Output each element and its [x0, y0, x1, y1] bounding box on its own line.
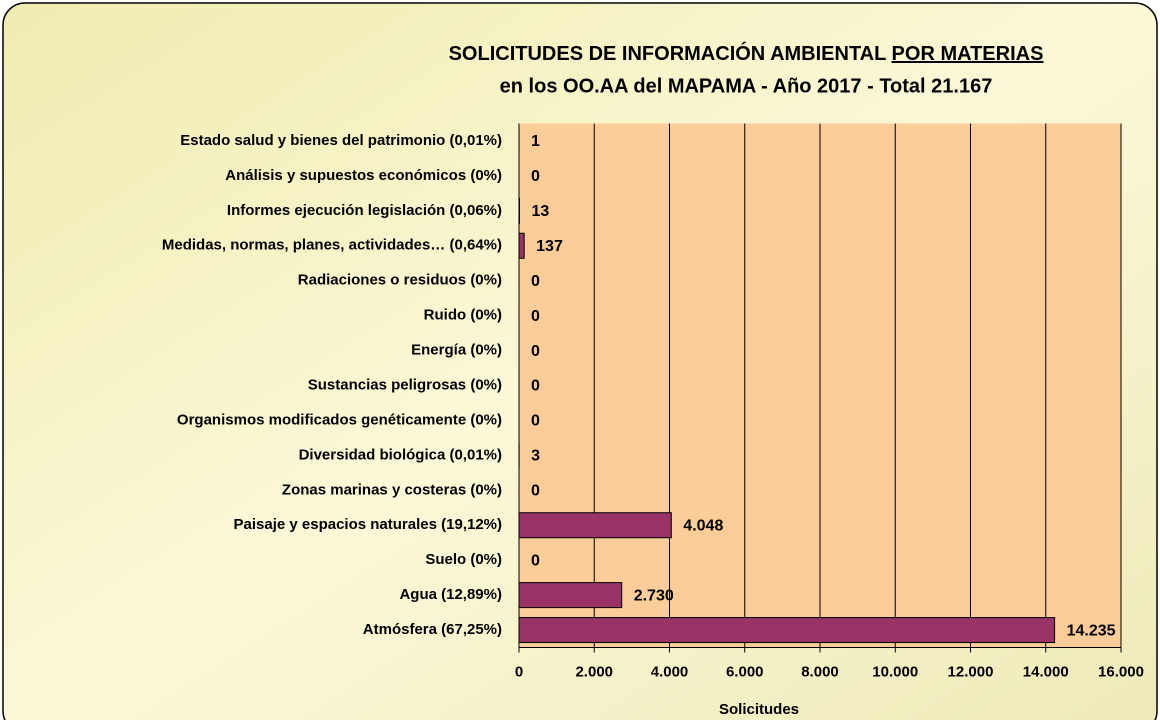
y-tick-label: Suelo (0%): [425, 551, 502, 568]
bar: [518, 582, 623, 609]
y-tick-label: Zonas marinas y costeras (0%): [282, 481, 502, 498]
x-axis-title: Solicitudes: [719, 701, 799, 718]
value-label: 0: [531, 413, 540, 430]
bar: [518, 232, 525, 259]
y-tick-label: Radiaciones o residuos (0%): [298, 272, 502, 289]
y-tick-label: Organismos modificados genéticamente (0%…: [177, 411, 502, 428]
y-tick-label: Diversidad biológica (0,01%): [299, 446, 502, 463]
x-tick-label: 2.000: [575, 663, 613, 680]
chart-title: SOLICITUDES DE INFORMACIÓN AMBIENTAL POR…: [449, 41, 1044, 65]
y-tick-label: Estado salud y bienes del patrimonio (0,…: [180, 132, 502, 149]
y-tick-label: Informes ejecución legislación (0,06%): [227, 202, 502, 219]
chart-subtitle: en los OO.AA del MAPAMA - Año 2017 - Tot…: [500, 75, 993, 97]
value-label: 0: [531, 308, 540, 325]
x-tick-label: 8.000: [801, 663, 839, 680]
value-label: 0: [531, 483, 540, 500]
value-label: 0: [531, 378, 540, 395]
value-label: 4.048: [683, 517, 723, 534]
value-label: 0: [531, 343, 540, 360]
value-label: 13: [531, 203, 549, 220]
y-tick-label: Energía (0%): [411, 342, 502, 359]
x-tick-label: 16.000: [1098, 663, 1144, 680]
x-tick-label: 12.000: [948, 663, 994, 680]
y-tick-label: Ruido (0%): [424, 307, 502, 324]
y-tick-label: Atmósfera (67,25%): [363, 621, 502, 638]
x-tick-label: 0: [515, 663, 523, 680]
value-label: 0: [531, 552, 540, 569]
value-label: 0: [531, 168, 540, 185]
y-tick-label: Paisaje y espacios naturales (19,12%): [234, 516, 502, 533]
title-part: SOLICITUDES DE INFORMACIÓN AMBIENTAL: [449, 41, 887, 65]
value-label: 137: [536, 238, 563, 255]
y-tick-label: Sustancias peligrosas (0%): [308, 376, 502, 393]
x-tick-label: 10.000: [872, 663, 918, 680]
x-tick-label: 14.000: [1023, 663, 1069, 680]
value-label: 3: [531, 448, 540, 465]
value-label: 1: [531, 133, 540, 150]
value-label: 2.730: [634, 587, 674, 604]
x-tick-label: 4.000: [651, 663, 689, 680]
y-tick-label: Medidas, normas, planes, actividades… (0…: [162, 237, 502, 254]
bar: [518, 617, 1056, 644]
y-tick-label: Agua (12,89%): [399, 586, 502, 603]
title-part: POR MATERIAS: [892, 43, 1044, 65]
x-tick-label: 6.000: [726, 663, 764, 680]
y-tick-label: Análisis y supuestos económicos (0%): [225, 167, 502, 184]
value-label: 0: [531, 273, 540, 290]
bar: [518, 512, 672, 539]
value-label: 14.235: [1067, 622, 1116, 639]
